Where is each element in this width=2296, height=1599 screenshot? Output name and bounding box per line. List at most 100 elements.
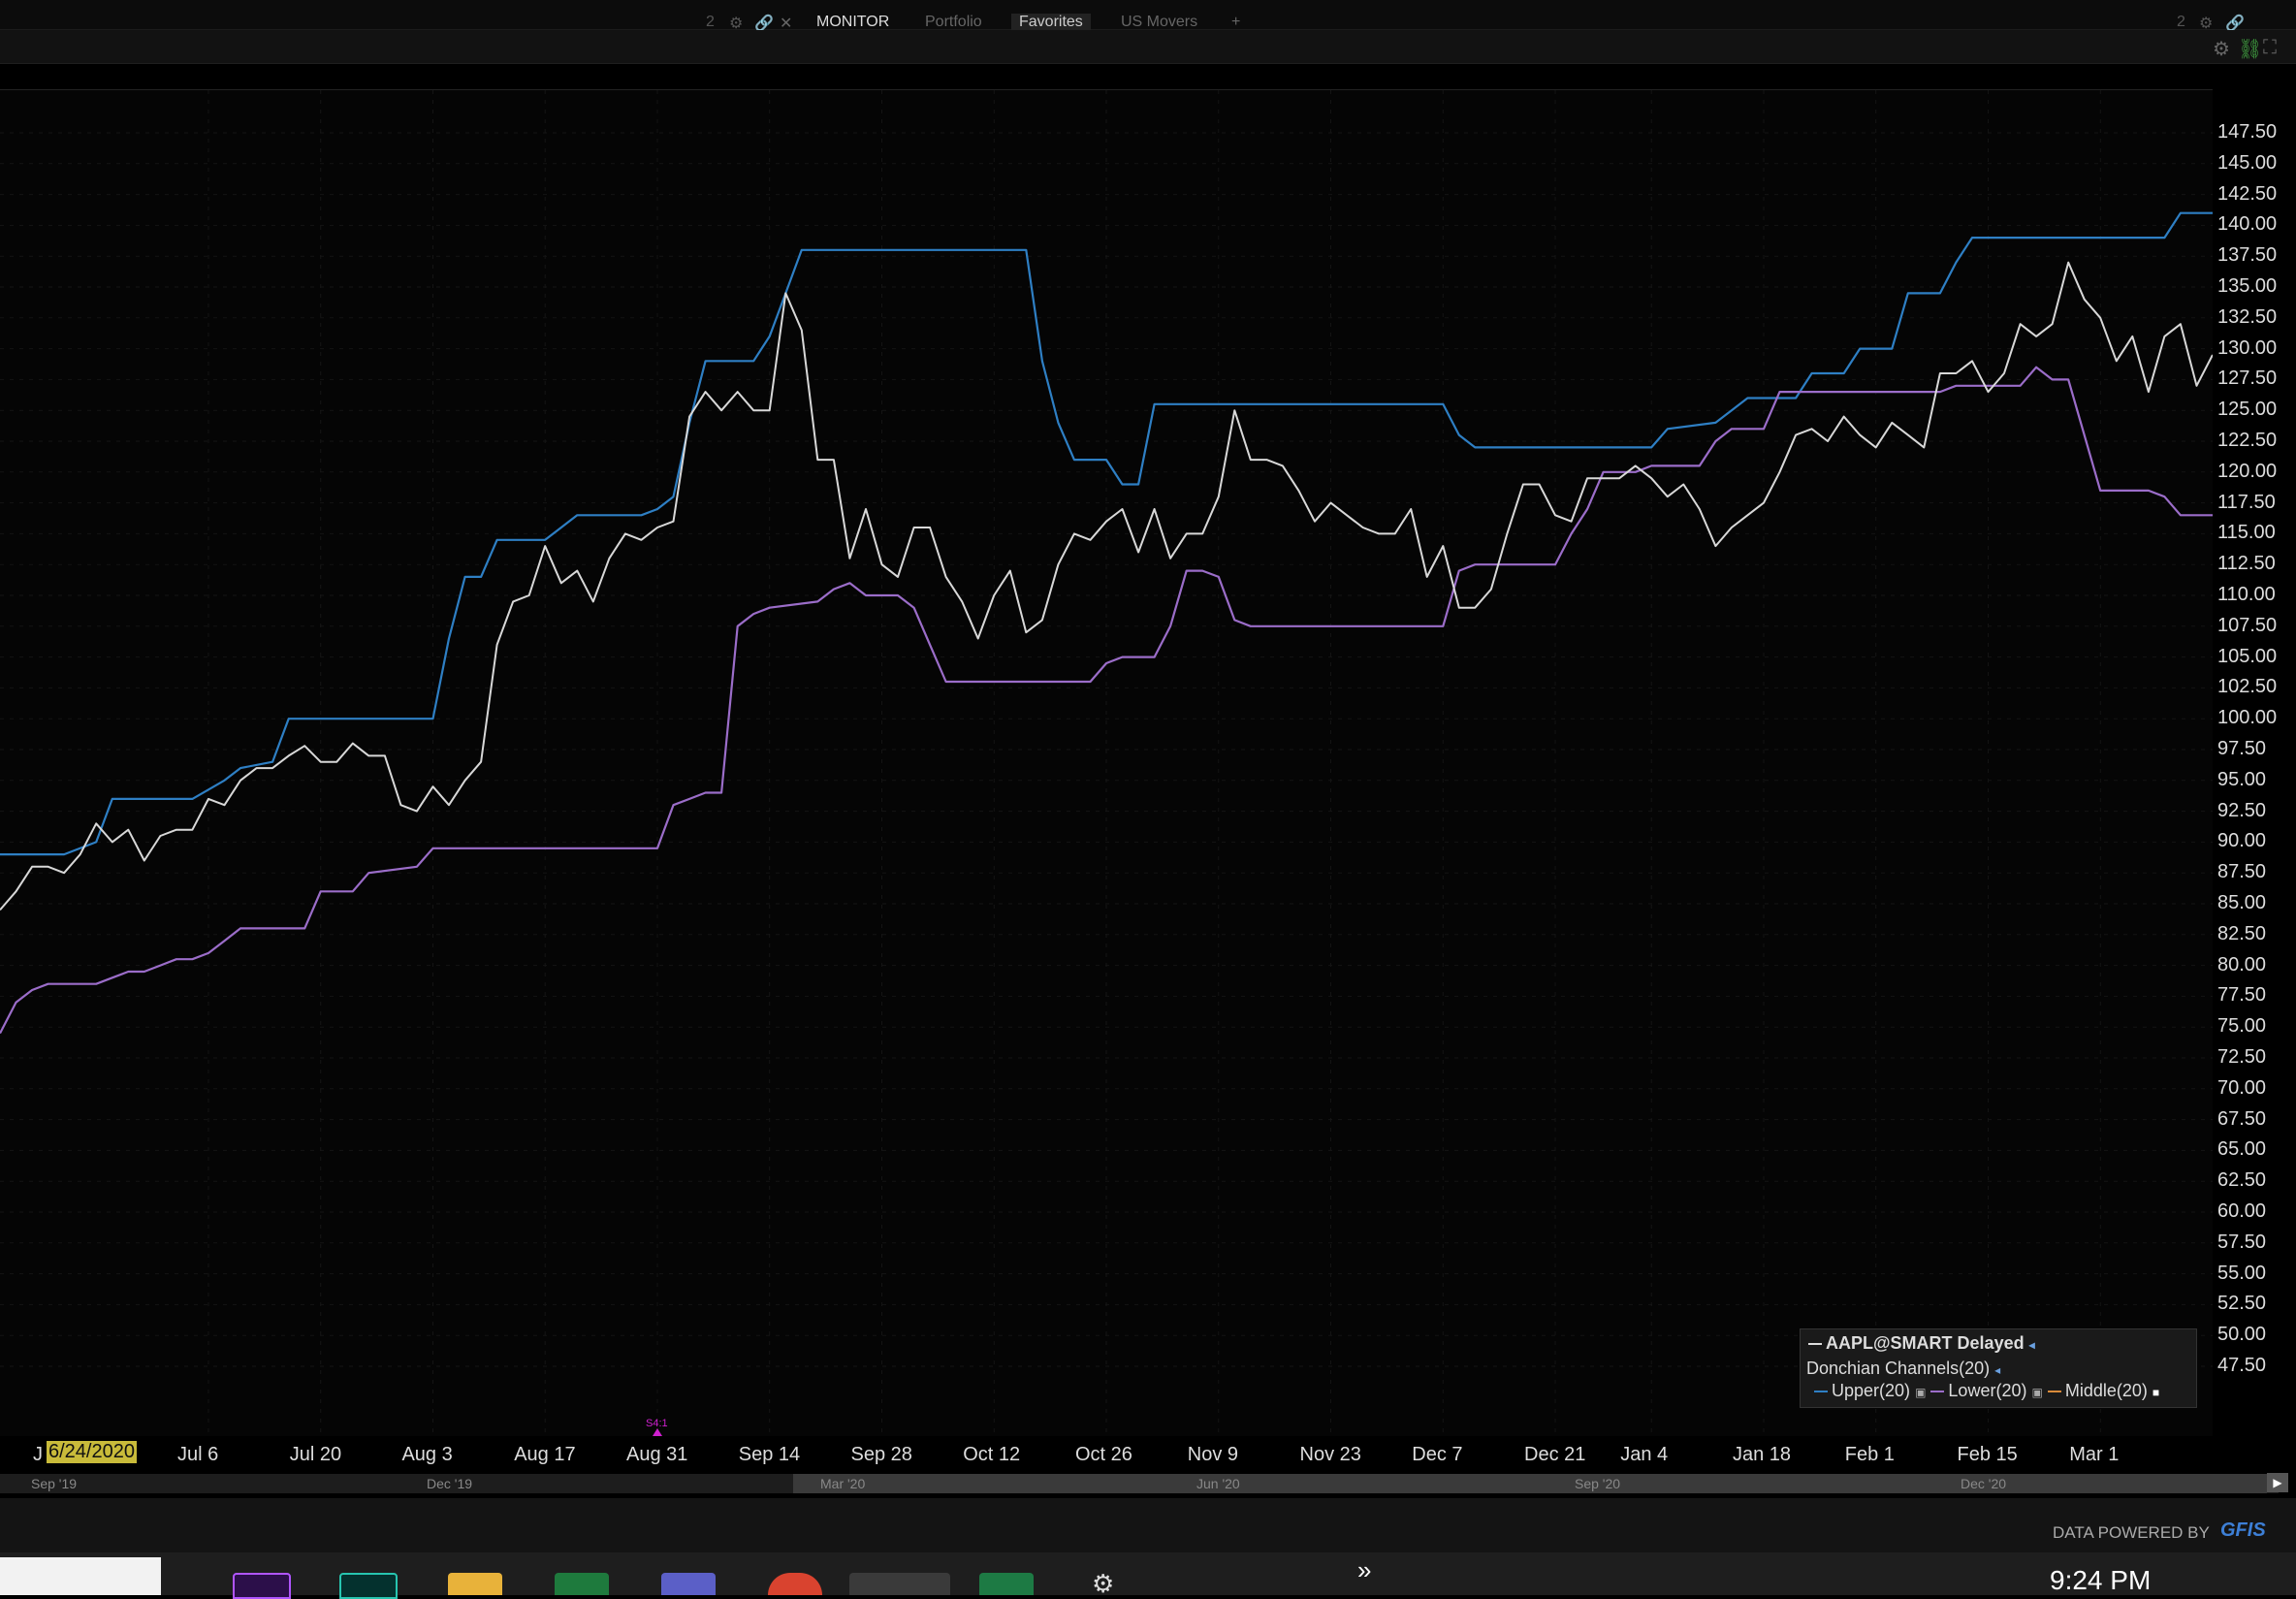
pycharm-app-icon[interactable] [555, 1573, 609, 1595]
x-tick-label: Oct 12 [963, 1444, 1021, 1465]
y-tick-label: 55.00 [2217, 1262, 2267, 1284]
x-tick-label: J [33, 1444, 43, 1465]
y-tick-label: 52.50 [2217, 1293, 2267, 1315]
middle-toggle-icon[interactable]: ■ [2152, 1386, 2160, 1399]
status-bar [0, 1498, 2296, 1552]
y-tick-label: 132.50 [2217, 305, 2278, 328]
y-tick-label: 102.50 [2217, 676, 2278, 698]
legend-title[interactable]: AAPL@SMART Delayed ◂ [1808, 1333, 2035, 1354]
price-chart-svg[interactable]: S4:1 [0, 90, 2214, 1436]
x-tick-label: Nov 23 [1299, 1444, 1361, 1465]
legend-series: Upper(20) ▣ Lower(20) ▣ Middle(20) ■ [1814, 1381, 2159, 1401]
gfis-logo: GFIS [2220, 1519, 2266, 1541]
legend-study[interactable]: Donchian Channels(20) ◂ [1806, 1359, 2000, 1379]
tab-portfolio[interactable]: Portfolio [925, 14, 982, 30]
y-tick-label: 135.00 [2217, 275, 2278, 297]
tab-add[interactable]: + [1231, 14, 1241, 30]
lower-toggle-icon[interactable]: ▣ [2031, 1386, 2043, 1399]
x-tick-label: Aug 31 [625, 1444, 688, 1465]
chart-toolbar [0, 30, 2296, 64]
legend-study-text: Donchian Channels(20) [1806, 1359, 1991, 1378]
nav-label: Dec '20 [1961, 1476, 2007, 1491]
x-tick-label: Mar 1 [2069, 1444, 2120, 1465]
teams-app-icon[interactable] [661, 1573, 716, 1595]
nav-label: Dec '19 [427, 1476, 473, 1491]
x-tick-label: Jul 6 [176, 1444, 219, 1465]
x-tick-label: Oct 26 [1075, 1444, 1132, 1465]
settings-gear-icon-taskbar[interactable]: ⚙ [1092, 1569, 1115, 1598]
link-icon-right[interactable]: 🔗 [2225, 16, 2245, 32]
y-tick-label: 147.50 [2217, 121, 2278, 143]
upper-channel-line[interactable] [0, 211, 2213, 856]
chart-legend[interactable]: AAPL@SMART Delayed ◂ Donchian Channels(2… [1800, 1328, 2197, 1408]
split-event-marker[interactable]: S4:1 [646, 1418, 668, 1429]
y-tick-label: 47.50 [2217, 1355, 2267, 1376]
data-powered-by: DATA POWERED BY [2053, 1523, 2210, 1542]
tws-app-icon-active[interactable] [849, 1573, 950, 1595]
y-tick-label: 87.50 [2217, 861, 2267, 883]
cursor-date-label: 6/24/2020 [47, 1441, 137, 1463]
y-tick-label: 90.00 [2217, 830, 2267, 852]
y-tick-label: 77.50 [2217, 984, 2267, 1007]
nav-label: Sep '20 [1575, 1476, 1621, 1491]
price-line[interactable] [0, 261, 2214, 911]
y-tick-label: 120.00 [2217, 460, 2278, 482]
x-tick-label: Sep 14 [738, 1444, 801, 1465]
y-tick-label: 62.50 [2217, 1169, 2267, 1192]
close-icon[interactable]: ✕ [780, 16, 793, 32]
x-tick-label: Feb 1 [1844, 1444, 1895, 1465]
nav-label: Mar '20 [820, 1476, 866, 1491]
y-tick-label: 82.50 [2217, 922, 2267, 944]
panel-gear-icon-right[interactable]: ⚙ [2199, 16, 2214, 32]
link-icon[interactable]: 🔗 [754, 16, 774, 32]
chart-plot-area[interactable]: S4:1 [0, 89, 2214, 1436]
y-tick-label: 137.50 [2217, 244, 2278, 267]
expand-icon[interactable]: ⛶ [2263, 37, 2277, 58]
x-tick-label: Nov 9 [1187, 1444, 1238, 1465]
split-event-arrow-icon[interactable] [652, 1428, 662, 1436]
tab-monitor[interactable]: MONITOR [816, 14, 890, 30]
legend-middle: Middle(20) [2064, 1381, 2148, 1400]
y-tick-label: 60.00 [2217, 1200, 2267, 1222]
legend-menu-icon[interactable]: ◂ [2028, 1338, 2035, 1352]
chrome-app-icon[interactable] [768, 1573, 822, 1595]
y-tick-label: 65.00 [2217, 1138, 2267, 1161]
navigator-scroll-right-button[interactable]: ▶ [2267, 1473, 2288, 1492]
x-tick-label: Feb 15 [1957, 1444, 2018, 1465]
price-swatch [1808, 1343, 1822, 1346]
y-tick-label: 105.00 [2217, 645, 2278, 667]
legend-lower: Lower(20) [1948, 1381, 2027, 1400]
tab-favorites[interactable]: Favorites [1011, 14, 1091, 31]
y-tick-label: 142.50 [2217, 182, 2278, 205]
upper-swatch [1814, 1391, 1828, 1393]
lower-channel-line[interactable] [0, 366, 2213, 1035]
x-tick-label: Jan 4 [1620, 1444, 1669, 1465]
show-more-chevron-icon[interactable]: » [1357, 1555, 1372, 1584]
settings-gear-icon[interactable]: ⚙ [2213, 39, 2230, 60]
nav-label: Jun '20 [1196, 1476, 1240, 1491]
folder-app-icon[interactable] [448, 1573, 502, 1595]
taskbar-clock: 9:24 PM [2050, 1565, 2152, 1595]
x-tick-label: Sep 28 [850, 1444, 912, 1465]
y-tick-label: 97.50 [2217, 738, 2267, 759]
y-axis[interactable] [2213, 89, 2296, 1447]
upper-toggle-icon[interactable]: ▣ [1915, 1386, 1927, 1399]
y-tick-label: 127.50 [2217, 368, 2278, 390]
tab-us-movers[interactable]: US Movers [1121, 14, 1198, 30]
navigator-thumb[interactable] [793, 1474, 2267, 1493]
y-tick-label: 115.00 [2217, 522, 2276, 544]
y-tick-label: 50.00 [2217, 1324, 2267, 1346]
x-tick-label: Jul 20 [289, 1444, 342, 1465]
x-tick-label: Jan 18 [1732, 1444, 1792, 1465]
link-icon-toolbar[interactable]: ⛓ [2238, 39, 2263, 60]
x-tick-label: Dec 7 [1412, 1444, 1463, 1465]
panel-gear-icon[interactable]: ⚙ [729, 16, 744, 32]
taskbar-search-box[interactable] [0, 1557, 161, 1595]
excel-app-icon[interactable] [979, 1573, 1034, 1595]
y-tick-label: 112.50 [2217, 553, 2276, 575]
study-menu-icon[interactable]: ◂ [1994, 1363, 2001, 1377]
panel-count-right: 2 [2177, 14, 2185, 30]
top-window-bar [0, 0, 2296, 30]
y-tick-label: 117.50 [2217, 491, 2276, 513]
y-tick-label: 72.50 [2217, 1046, 2267, 1068]
